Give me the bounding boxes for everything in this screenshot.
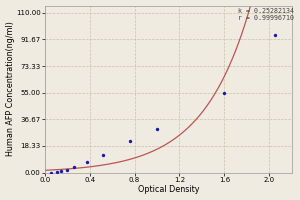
Point — [128, 139, 133, 142]
Y-axis label: Human AFP Concentration(ng/ml): Human AFP Concentration(ng/ml) — [6, 22, 15, 156]
Point — [101, 153, 106, 157]
X-axis label: Optical Density: Optical Density — [137, 185, 199, 194]
Text: k = 0.25282134
r = 0.99996710: k = 0.25282134 r = 0.99996710 — [238, 8, 294, 21]
Point — [222, 91, 227, 94]
Point — [72, 166, 76, 169]
Point — [49, 171, 54, 174]
Point — [65, 168, 70, 171]
Point — [154, 127, 159, 131]
Point — [85, 161, 90, 164]
Point — [272, 33, 277, 36]
Point — [59, 169, 64, 173]
Point — [54, 170, 59, 173]
